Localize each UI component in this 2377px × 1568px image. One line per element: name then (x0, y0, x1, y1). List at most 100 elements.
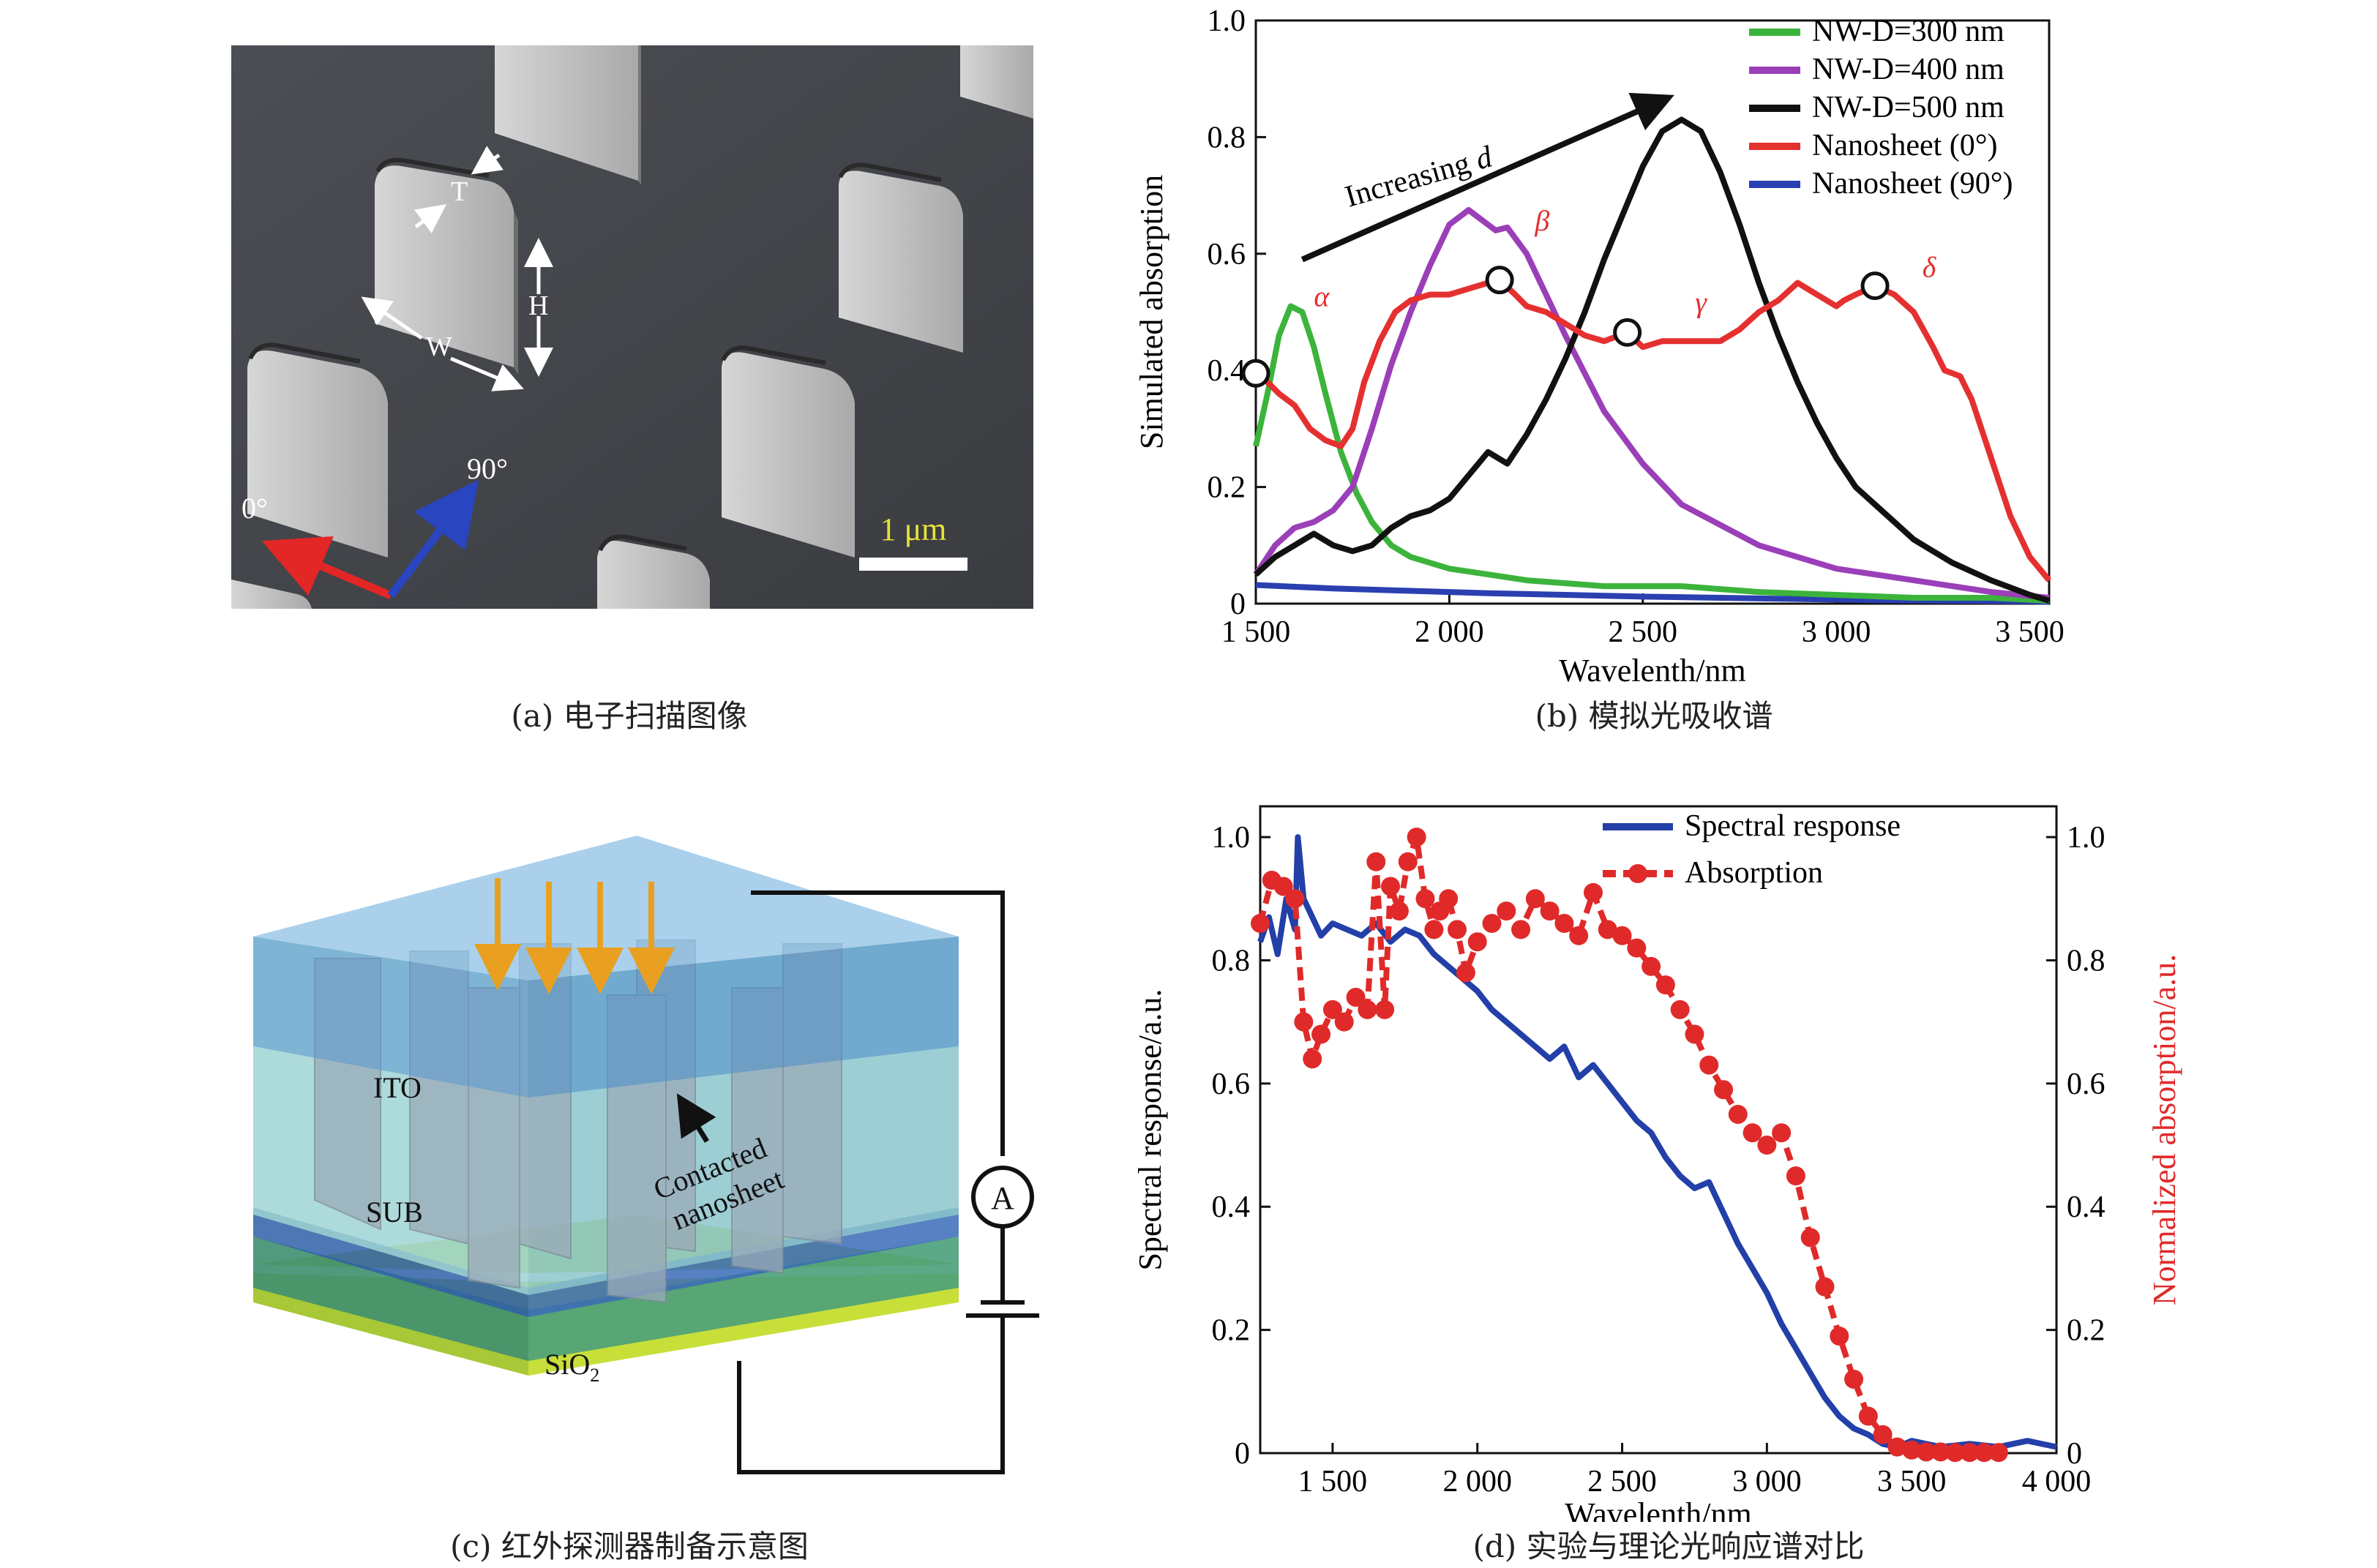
series-point (1627, 938, 1647, 958)
y-axis-label: Simulated absorption (1134, 175, 1169, 449)
series-point (1714, 1080, 1734, 1100)
series-point (1685, 1024, 1704, 1044)
series-point (1375, 999, 1395, 1019)
series-point (1800, 1228, 1820, 1248)
peak-label: α (1314, 280, 1330, 313)
y-tick-label-right: 0.6 (2067, 1068, 2105, 1101)
series-point (1569, 926, 1589, 945)
series-point (1598, 920, 1617, 939)
scale-bar-label: 1 μm (880, 511, 947, 547)
series-point (1322, 999, 1342, 1019)
y-tick-label: 0.4 (1208, 354, 1246, 388)
caption-a: (a) 电子扫描图像 (511, 698, 748, 734)
y-axis-label-left: Spectral response/a.u. (1132, 989, 1168, 1271)
y-tick-label-left: 0.6 (1212, 1068, 1251, 1101)
series-point (1273, 877, 1293, 896)
y-tick-label: 0.6 (1208, 238, 1246, 271)
x-tick-label: 1 500 (1221, 615, 1291, 649)
label-90-degree: 90° (467, 452, 508, 485)
series-point (1960, 1443, 1980, 1463)
polarization-0-arrow (261, 536, 393, 600)
series-point (1830, 1327, 1849, 1346)
x-tick-label: 2 000 (1442, 1465, 1512, 1498)
legend-marker (1628, 864, 1647, 883)
t-arrow-left (414, 204, 447, 233)
y-tick-label-right: 0.4 (2067, 1190, 2105, 1224)
series-point (1448, 920, 1467, 939)
peak-label: β (1534, 204, 1549, 237)
series-point (1916, 1442, 1936, 1462)
series-point (1398, 852, 1418, 871)
series-point (1358, 999, 1377, 1019)
sem-panel: T H W 0° 90° 1 μm (231, 45, 1033, 609)
polarization-90-arrow (387, 479, 479, 599)
caption-c: (c) 红外探测器制备示意图 (450, 1528, 809, 1564)
series-point (1497, 901, 1516, 921)
series-point (1415, 889, 1435, 909)
w-arrow-left (361, 296, 423, 340)
series-point (1931, 1442, 1950, 1462)
incident-light-arrows (474, 878, 675, 994)
series-point (1945, 1443, 1965, 1463)
increasing-d-arrow (1300, 92, 1674, 263)
nanosheet-4 (838, 162, 963, 353)
series-point (1612, 926, 1632, 945)
series-point (1974, 1443, 1994, 1463)
x-tick-label: 1 500 (1298, 1465, 1368, 1498)
series-point (1381, 877, 1401, 896)
series-point (1670, 999, 1690, 1019)
series-point (1346, 987, 1366, 1007)
series-point (1311, 1024, 1331, 1044)
y-tick-label: 0.2 (1208, 471, 1246, 505)
x-tick-label: 2 500 (1609, 615, 1678, 649)
y-tick-label-right: 0.8 (2067, 944, 2105, 978)
series-point (1642, 956, 1661, 976)
series-line (1257, 836, 1999, 1456)
x-tick-label: 3 000 (1802, 615, 1871, 649)
label-t: T (451, 176, 468, 207)
label-w: W (426, 331, 452, 362)
x-axis-label: Wavelenth/nm (1559, 653, 1746, 689)
x-tick-label: 4 000 (2022, 1465, 2092, 1498)
series-point (1251, 913, 1270, 933)
inp-layer (253, 1237, 959, 1361)
nanosheet-1 (495, 45, 641, 184)
circuit-wire-bottom (737, 1316, 1005, 1474)
contacted-arrow (676, 1093, 716, 1143)
x-axis-label: Wavelenth/nm (1565, 1496, 1752, 1522)
series-point (1334, 1012, 1354, 1032)
chart-b-panel: 1 500 2 000 2 500 3 000 3 500 0 0.2 0.4 0.6 0.8 1.… (1098, 0, 2093, 702)
x-tick-label: 3 500 (1995, 615, 2065, 649)
chart-b: 1 500 2 000 2 500 3 000 3 500 0 0.2 0.4 0.6 0.8 1.… (1134, 4, 2065, 689)
nanosheet-2 (960, 45, 1033, 119)
label-au: Au (556, 1436, 592, 1468)
peak-label: γ (1695, 286, 1707, 319)
series-point (1583, 882, 1603, 902)
caption-d: (d) 实验与理论光响应谱对比 (1472, 1528, 1865, 1564)
caption-b: (b) 模拟光吸收谱 (1535, 698, 1773, 734)
y-tick-label-right: 1.0 (2067, 821, 2105, 855)
increasing-d-annotation: Increasing d (1341, 140, 1497, 214)
series-point (1424, 920, 1444, 939)
series-point (1285, 889, 1305, 909)
y-tick-label-right: 0.2 (2067, 1314, 2105, 1348)
series-point (1699, 1055, 1719, 1075)
label-h: H (528, 290, 548, 321)
series-point (1772, 1123, 1792, 1143)
series-point (1887, 1437, 1907, 1457)
plot-frame (1259, 805, 2058, 1455)
series-point (1389, 901, 1409, 921)
series-point (1407, 828, 1426, 847)
chart-d-panel: 1 500 2 000 2 500 3 000 3 500 4 000 0 0 0.2 0.2 0.… (1098, 790, 2239, 1568)
schematic-panel: Contacted nanosheet ITO SUB SiO2 InP Au … (227, 790, 1039, 1485)
sem-image: T H W 0° 90° 1 μm (231, 45, 1033, 609)
x-tick-label: 3 500 (1877, 1465, 1947, 1498)
series-point (1742, 1123, 1762, 1143)
nanosheet-3 (375, 157, 518, 375)
series-line (1254, 116, 2051, 604)
y-tick-label-right: 0 (2067, 1437, 2082, 1471)
series-point (1815, 1277, 1835, 1297)
series-point (1988, 1443, 2008, 1463)
legend-label: Nanosheet (0°) (1812, 129, 1998, 162)
series-point (1858, 1406, 1878, 1426)
